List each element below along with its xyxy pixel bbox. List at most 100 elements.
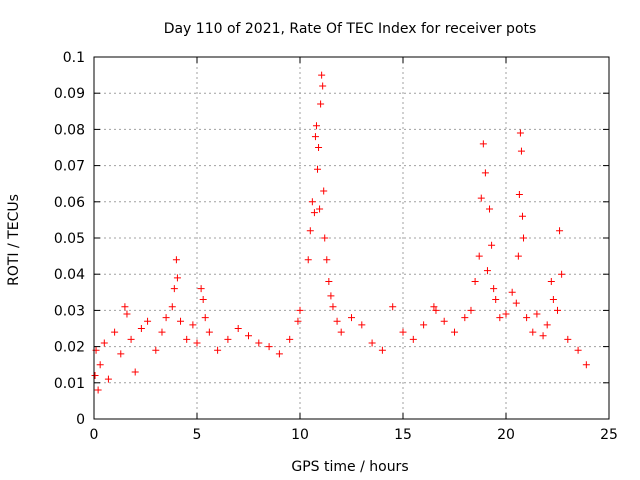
data-point-marker [316, 205, 324, 213]
data-point-marker [420, 321, 428, 329]
data-point-marker [325, 277, 333, 285]
x-tick-label: 20 [497, 427, 515, 443]
data-point-marker [104, 375, 112, 383]
data-point-marker [517, 147, 525, 155]
data-point-marker [492, 296, 500, 304]
y-tick-label: 0.02 [54, 340, 85, 356]
data-point-marker [100, 339, 108, 347]
data-point-marker [549, 296, 557, 304]
data-point-marker [554, 306, 561, 314]
data-point-marker [170, 285, 178, 293]
y-tick-label: 0.08 [54, 122, 85, 138]
data-point-marker [348, 314, 355, 322]
data-point-marker [317, 100, 325, 108]
data-point-marker [189, 321, 197, 329]
data-point-marker [312, 122, 320, 130]
x-tick-label: 5 [193, 427, 202, 443]
data-point-marker [461, 314, 469, 322]
data-point-marker [304, 256, 312, 264]
data-point-marker [319, 82, 327, 90]
data-point-marker [533, 310, 541, 318]
data-point-marker [520, 234, 528, 242]
data-point-marker [286, 335, 294, 343]
data-point-marker [183, 335, 191, 343]
data-point-marker [451, 328, 458, 336]
data-point-marker [471, 277, 479, 285]
data-point-marker [490, 285, 498, 293]
data-point-marker [582, 361, 590, 369]
data-point-marker [467, 306, 475, 314]
y-tick-label: 0.01 [54, 376, 85, 392]
data-point-marker [91, 372, 99, 380]
data-point-marker [94, 386, 102, 394]
data-point-marker [162, 314, 170, 322]
data-point-marker [234, 325, 242, 332]
data-point-marker [177, 317, 185, 325]
data-point-marker [111, 328, 119, 336]
data-point-marker [311, 133, 319, 141]
data-point-marker [543, 321, 551, 329]
x-tick-label: 10 [291, 427, 309, 443]
data-point-marker [137, 325, 145, 332]
data-point-marker [117, 350, 125, 358]
data-point-marker [358, 321, 366, 329]
data-point-marker [512, 299, 520, 307]
y-axis-label: ROTI / TECUs [6, 194, 22, 286]
data-point-marker [294, 317, 302, 325]
data-point-marker [481, 169, 489, 177]
data-point-marker [315, 144, 323, 151]
axis-ticks [93, 56, 610, 420]
y-tick-label: 0.03 [54, 303, 85, 319]
grid-lines [94, 57, 609, 419]
data-point-marker [318, 71, 326, 79]
data-point-marker [516, 129, 524, 137]
x-axis-label: GPS time / hours [291, 459, 408, 475]
data-point-marker [201, 314, 209, 322]
data-point-marker [197, 285, 205, 293]
x-tick-label: 25 [600, 427, 618, 443]
data-point-marker [409, 335, 417, 343]
data-point-marker [275, 350, 283, 358]
data-point-marker [123, 310, 131, 318]
data-point-marker [399, 328, 407, 336]
data-point-marker [296, 306, 304, 314]
data-point-marker [529, 328, 537, 336]
data-point-marker [368, 339, 376, 347]
data-point-marker [308, 198, 316, 206]
data-point-marker [483, 267, 491, 275]
data-point-marker [518, 212, 526, 220]
data-point-marker [193, 339, 201, 347]
data-point-marker [479, 140, 487, 148]
data-point-marker [440, 317, 448, 325]
data-point-marker [430, 303, 438, 311]
data-point-marker [158, 328, 166, 336]
data-point-marker [475, 252, 483, 260]
y-tick-label: 0.04 [54, 267, 85, 283]
data-points [91, 71, 590, 394]
data-point-marker [477, 194, 485, 202]
data-point-marker [127, 335, 135, 343]
x-tick-labels: 0 5 10 15 20 25 [90, 427, 618, 443]
data-point-marker [144, 317, 152, 325]
chart-title: Day 110 of 2021, Rate Of TEC Index for r… [164, 21, 537, 37]
data-point-marker [327, 292, 335, 300]
data-point-marker [574, 346, 582, 354]
data-point-marker [224, 335, 232, 343]
data-point-marker [306, 227, 314, 235]
data-point-marker [168, 303, 176, 311]
data-point-marker [389, 303, 397, 311]
y-tick-labels: 0 0.01 0.02 0.03 0.04 0.05 0.06 0.07 0.08 0.09 0.1 [54, 50, 85, 428]
data-point-marker [558, 270, 566, 278]
data-point-marker [432, 306, 440, 314]
data-point-marker [508, 288, 516, 296]
data-point-marker [245, 332, 252, 340]
data-point-marker [265, 343, 273, 351]
y-tick-label: 0.09 [54, 86, 85, 102]
data-point-marker [172, 256, 180, 264]
data-point-marker [486, 205, 494, 213]
data-point-marker [547, 277, 555, 285]
data-point-marker [214, 346, 222, 354]
data-point-marker [96, 361, 104, 369]
data-point-marker [321, 234, 329, 242]
data-point-marker [173, 274, 181, 282]
